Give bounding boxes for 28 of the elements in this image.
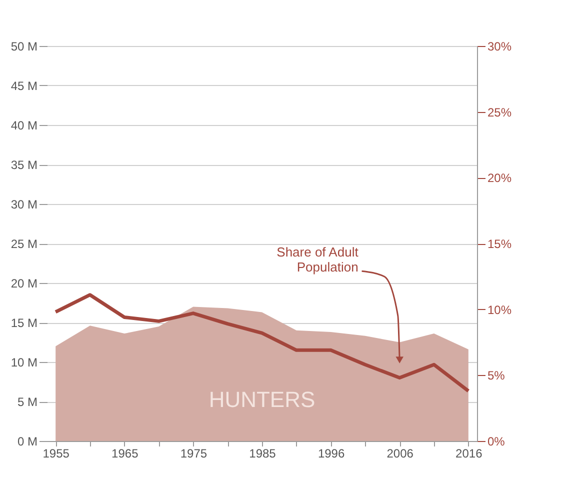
x-tick-label: 2016 <box>456 446 483 460</box>
y2-tick-label: 0% <box>488 434 506 448</box>
y-tick-label: 25 M <box>10 237 38 251</box>
y2-tick-label: 5% <box>488 368 506 383</box>
series-label: HUNTERS <box>208 386 316 412</box>
x-tick-label: 1975 <box>180 446 208 460</box>
x-tick-label: 1955 <box>42 446 70 460</box>
y-tick-label: 30 M <box>10 198 38 212</box>
x-tick-label: 1965 <box>112 446 139 460</box>
y-tick-label: 5 M <box>17 395 38 409</box>
x-tick-label: 1985 <box>249 446 276 460</box>
y-tick-label: 40 M <box>10 118 38 132</box>
y2-tick-label: 20% <box>488 171 512 186</box>
x-tick-label: 2006 <box>386 446 414 460</box>
y-tick-label: 35 M <box>10 158 38 172</box>
text: Share of Adult Population <box>276 244 359 274</box>
y-tick-label: 10 M <box>10 356 38 370</box>
y2-tick-label: 30% <box>488 40 512 54</box>
x-tick-label: 1996 <box>318 446 345 460</box>
y-tick-label: 15 M <box>10 316 38 330</box>
y-tick-label: 50 M <box>10 40 38 54</box>
line-series <box>54 293 470 393</box>
y2-tick-label: 10% <box>488 302 512 317</box>
y-tick-label: 20 M <box>10 276 38 290</box>
y2-tick-label: 25% <box>488 105 512 120</box>
y-tick-label: 0 M <box>17 434 38 448</box>
y-tick-label: 45 M <box>10 79 38 93</box>
y2-tick-label: 15% <box>488 237 512 251</box>
